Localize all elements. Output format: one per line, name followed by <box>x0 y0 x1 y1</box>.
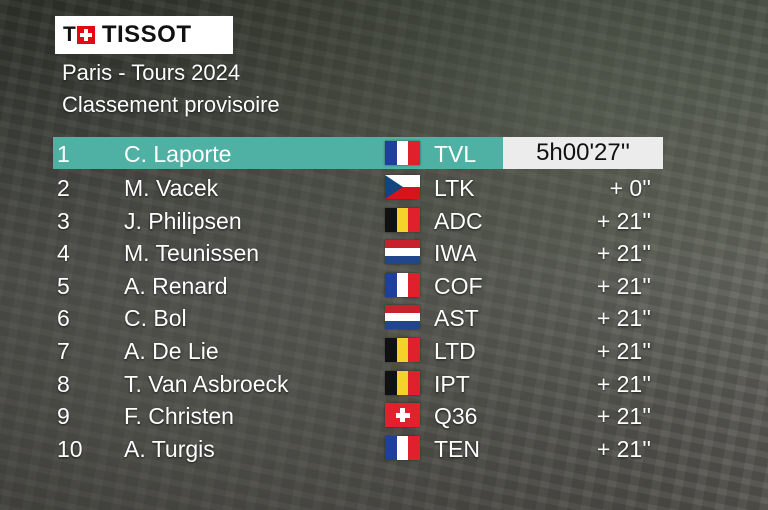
standings-row: 3 J. Philipsen ADC + 21'' <box>53 204 663 237</box>
standings-row-leader: 1 C. Laporte TVL 5h00'27'' <box>53 137 663 169</box>
standings-table: 1 C. Laporte TVL 5h00'27'' 2 M. Vacek LTK + 0''… <box>53 137 663 464</box>
team-code: LTD <box>434 337 476 364</box>
leader-time: 5h00'27'' <box>503 137 663 169</box>
france-flag-icon <box>385 435 420 460</box>
belgium-flag-icon <box>385 337 420 362</box>
standings-row: 10 A. Turgis TEN + 21'' <box>53 432 663 465</box>
rider-name: A. Renard <box>124 272 228 299</box>
standings-row: 9 F. Christen Q36 + 21'' <box>53 399 663 432</box>
france-flag-icon <box>385 141 420 165</box>
rider-name: F. Christen <box>124 403 234 430</box>
time-gap: + 0'' <box>609 175 651 201</box>
rank-number: 9 <box>57 403 70 430</box>
rank-number: 5 <box>57 272 70 299</box>
belgium-flag-icon <box>385 370 420 395</box>
czech-flag-icon <box>385 175 420 199</box>
time-gap: + 21'' <box>596 370 651 397</box>
time-gap: + 21'' <box>596 272 651 299</box>
team-code: COF <box>434 272 483 299</box>
tissot-logo: T TISSOT <box>55 16 233 54</box>
france-flag-icon <box>385 272 420 297</box>
rank-number: 10 <box>57 435 83 462</box>
rank-number: 7 <box>57 337 70 364</box>
rank-number: 6 <box>57 305 70 332</box>
standings-row: 8 T. Van Asbroeck IPT + 21'' <box>53 367 663 400</box>
time-gap: + 21'' <box>596 337 651 364</box>
team-code: IPT <box>434 370 470 397</box>
time-gap: + 21'' <box>596 240 651 267</box>
swiss-cross-icon <box>76 26 95 44</box>
rank-number: 2 <box>57 175 70 201</box>
rank-number: 3 <box>57 207 70 234</box>
netherlands-flag-icon <box>385 240 420 265</box>
switzerland-flag-icon <box>385 403 420 428</box>
time-gap: + 21'' <box>596 403 651 430</box>
rider-name: M. Teunissen <box>124 240 260 267</box>
rank-number: 8 <box>57 370 70 397</box>
team-code: ADC <box>434 207 483 234</box>
rider-name: C. Bol <box>124 305 187 332</box>
race-title: Paris - Tours 2024 <box>62 60 241 85</box>
standings-row: 4 M. Teunissen IWA + 21'' <box>53 236 663 269</box>
tissot-logo-mark: T <box>63 24 96 45</box>
rider-name: A. De Lie <box>124 337 219 364</box>
team-code: TVL <box>434 141 477 167</box>
rider-name: A. Turgis <box>124 435 215 462</box>
time-gap: + 21'' <box>596 305 651 332</box>
rider-name: J. Philipsen <box>124 207 242 234</box>
standings-row: 6 C. Bol AST + 21'' <box>53 301 663 334</box>
belgium-flag-icon <box>385 207 420 232</box>
team-code: Q36 <box>434 403 478 430</box>
rank-number: 1 <box>57 141 70 167</box>
team-code: LTK <box>434 175 475 201</box>
rider-name: T. Van Asbroeck <box>124 370 289 397</box>
netherlands-flag-icon <box>385 305 420 330</box>
standings-row: 7 A. De Lie LTD + 21'' <box>53 334 663 367</box>
rider-name: M. Vacek <box>124 175 219 201</box>
tissot-logo-text: TISSOT <box>101 21 192 48</box>
team-code: TEN <box>434 435 480 462</box>
time-gap: + 21'' <box>596 435 651 462</box>
standings-row: 5 A. Renard COF + 21'' <box>53 269 663 302</box>
rank-number: 4 <box>57 240 70 267</box>
standings-row: 2 M. Vacek LTK + 0'' <box>53 171 663 204</box>
standings-subtitle: Classement provisoire <box>62 92 280 117</box>
rider-name: C. Laporte <box>124 141 232 167</box>
time-gap: + 21'' <box>596 207 651 234</box>
team-code: AST <box>434 305 479 332</box>
team-code: IWA <box>434 240 477 267</box>
